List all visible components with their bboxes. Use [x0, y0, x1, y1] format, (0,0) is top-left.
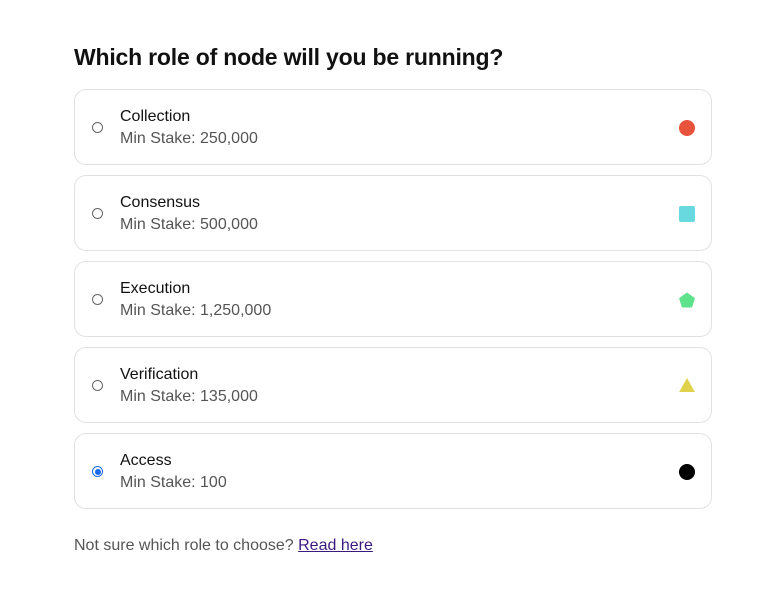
- min-stake: Min Stake: 1,250,000: [120, 302, 272, 319]
- role-name: Access: [120, 452, 172, 469]
- radio-button[interactable]: [92, 208, 103, 219]
- min-stake: Min Stake: 135,000: [120, 388, 258, 405]
- help-text: Not sure which role to choose? Read here: [74, 537, 373, 555]
- role-option-execution[interactable]: Execution Min Stake: 1,250,000: [74, 261, 712, 337]
- circle-icon: [679, 120, 695, 136]
- role-name: Collection: [120, 108, 191, 125]
- read-here-link[interactable]: Read here: [298, 537, 373, 554]
- role-name: Execution: [120, 280, 191, 297]
- radio-button[interactable]: [92, 294, 103, 305]
- role-name: Consensus: [120, 194, 201, 211]
- min-stake: Min Stake: 500,000: [120, 216, 258, 233]
- help-label: Not sure which role to choose?: [74, 537, 299, 554]
- role-option-verification[interactable]: Verification Min Stake: 135,000: [74, 347, 712, 423]
- radio-button[interactable]: [92, 380, 103, 391]
- role-option-collection[interactable]: Collection Min Stake: 250,000: [74, 89, 712, 165]
- min-stake: Min Stake: 250,000: [120, 130, 258, 147]
- radio-button[interactable]: [92, 466, 103, 477]
- circle-icon: [679, 464, 695, 480]
- pentagon-icon: [679, 292, 695, 308]
- page-title: Which role of node will you be running?: [74, 44, 504, 70]
- role-name: Verification: [120, 366, 199, 383]
- square-icon: [679, 206, 695, 222]
- min-stake: Min Stake: 100: [120, 474, 227, 491]
- radio-button[interactable]: [92, 122, 103, 133]
- role-option-consensus[interactable]: Consensus Min Stake: 500,000: [74, 175, 712, 251]
- triangle-icon: [679, 378, 695, 394]
- role-option-access[interactable]: Access Min Stake: 100: [74, 433, 712, 509]
